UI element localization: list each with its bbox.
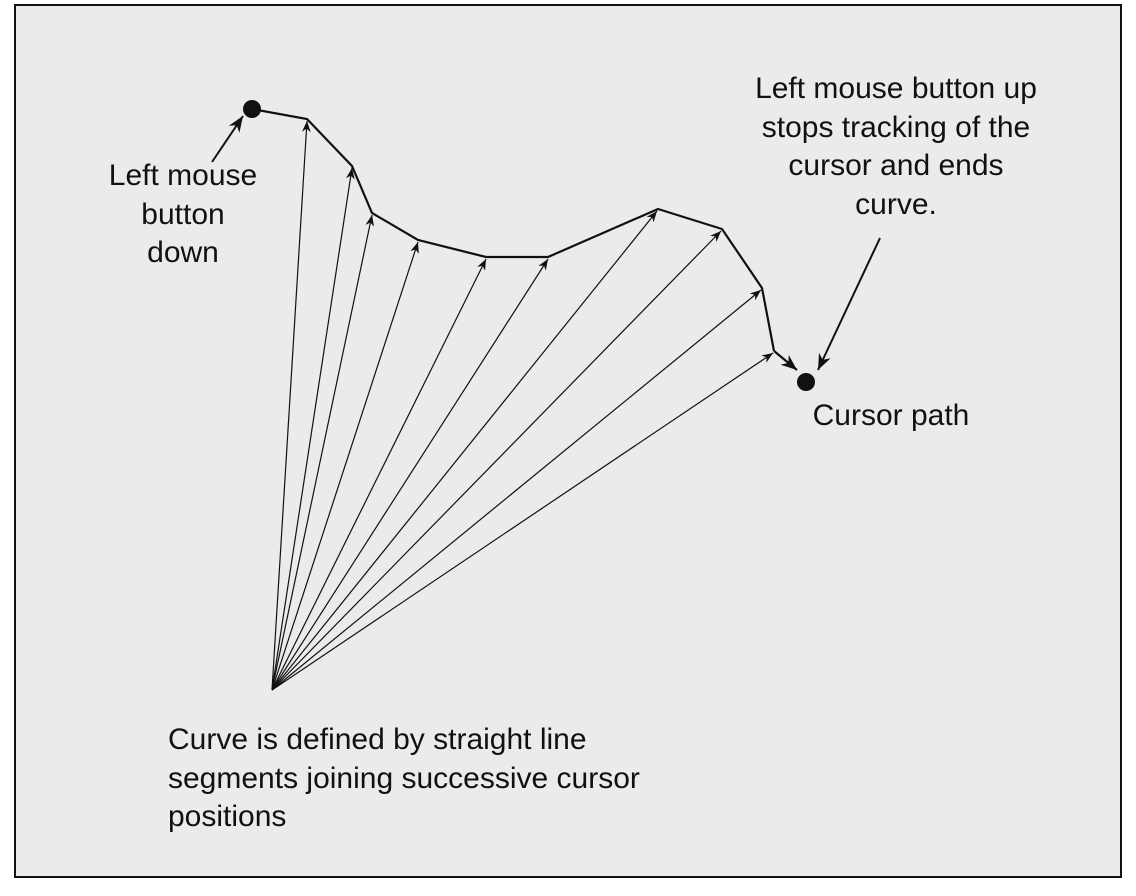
end-point xyxy=(797,373,815,391)
curve-end-arrow xyxy=(773,350,798,371)
cursor-curve xyxy=(251,107,776,352)
caption-line: positions xyxy=(168,800,286,833)
label-line: down xyxy=(147,236,219,269)
ray xyxy=(271,230,722,691)
label-line: curve. xyxy=(855,188,937,221)
ray xyxy=(271,214,375,691)
ray xyxy=(271,241,419,691)
label-line: button xyxy=(141,198,224,231)
caption-line: segments joining successive cursor xyxy=(168,762,640,795)
start-arrow xyxy=(211,115,244,163)
frame xyxy=(14,4,1122,878)
label-line: Left mouse xyxy=(109,159,257,192)
label-line: Left mouse button up xyxy=(755,72,1037,105)
ray xyxy=(271,210,658,691)
start-label: Left mouse button down xyxy=(109,159,257,269)
cursor-path-label: Cursor path xyxy=(813,399,970,432)
ray xyxy=(271,352,774,691)
caption-line: Curve is defined by straight line xyxy=(168,723,587,756)
end-arrow xyxy=(817,237,881,371)
caption: Curve is defined by straight line segmen… xyxy=(168,723,640,833)
rays xyxy=(271,120,774,691)
end-label: Left mouse button up stops tracking of t… xyxy=(755,72,1037,221)
start-point xyxy=(243,100,261,118)
ray xyxy=(271,120,311,691)
label-line: cursor and ends xyxy=(788,149,1003,182)
label-line: stops tracking of the xyxy=(762,111,1030,144)
ray xyxy=(271,258,549,691)
ray xyxy=(271,167,355,691)
ray xyxy=(271,258,487,691)
ray xyxy=(271,289,762,691)
